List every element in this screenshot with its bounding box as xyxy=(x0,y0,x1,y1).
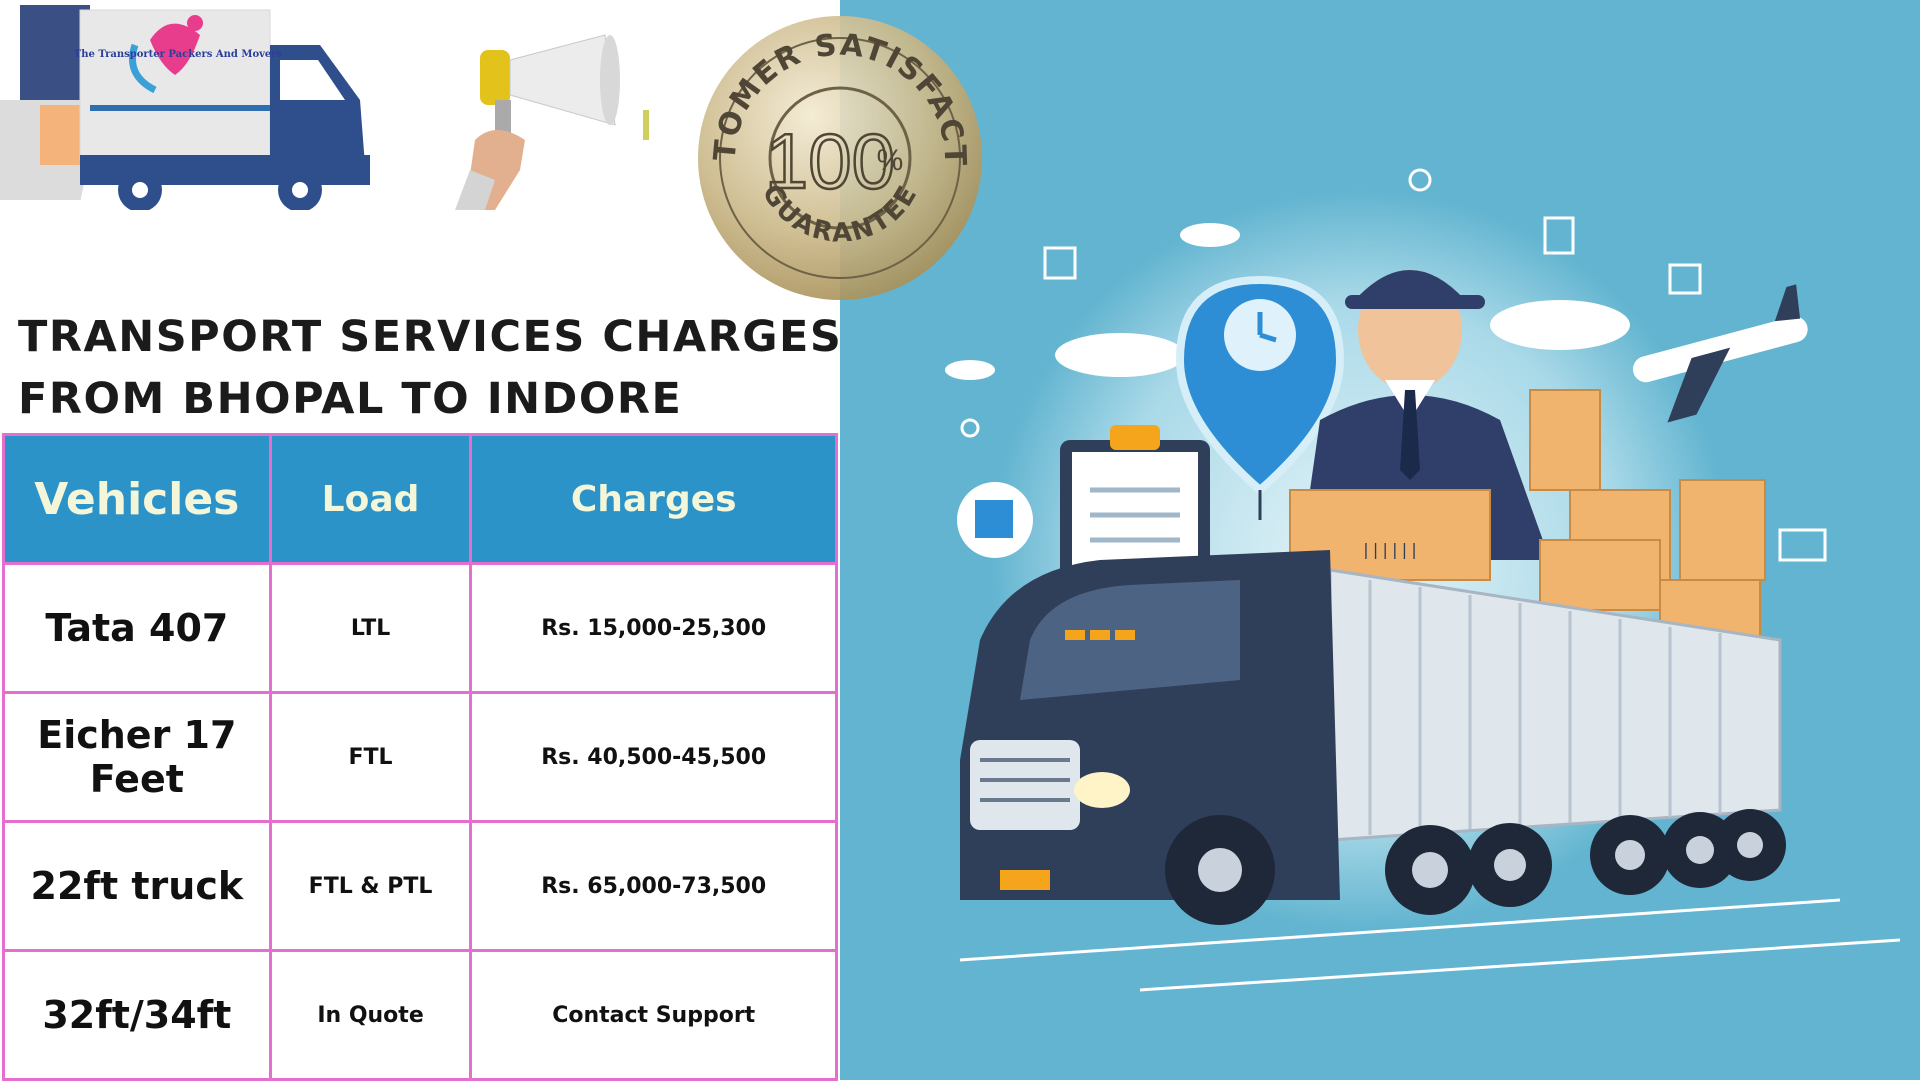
rates-table: Vehicles Load Charges Tata 407 LTL Rs. 1… xyxy=(2,433,838,1081)
table-row: Tata 407 LTL Rs. 15,000-25,300 xyxy=(2,562,838,694)
load-cell: In Quote xyxy=(268,949,473,1081)
load-cell: FTL & PTL xyxy=(268,820,473,952)
charges-cell: Contact Support xyxy=(469,949,838,1081)
box-label: |||||| xyxy=(1361,540,1419,559)
truck-wheels xyxy=(1165,809,1786,925)
table-row: Eicher 17 Feet FTL Rs. 40,500-45,500 xyxy=(2,691,838,823)
header-charges: Charges xyxy=(469,433,838,565)
title-line-2: From Bhopal to Indore xyxy=(18,374,683,424)
illustration-panel: |||||| xyxy=(840,0,1920,1080)
vehicle-cell: 22ft truck xyxy=(2,820,272,952)
moving-truck-logo: The Transporter Packers And Movers xyxy=(0,5,370,210)
charges-cell: Rs. 65,000-73,500 xyxy=(469,820,838,952)
airplane-icon xyxy=(1632,284,1808,423)
decor-icons xyxy=(960,168,1827,562)
satisfaction-seal: CUSTOMER SATISFACTION GUARANTEE 100 % xyxy=(690,10,982,300)
megaphone-icon xyxy=(455,34,649,210)
table-header-row: Vehicles Load Charges xyxy=(2,433,838,565)
table-row: 22ft truck FTL & PTL Rs. 65,000-73,500 xyxy=(2,820,838,952)
header-vehicles: Vehicles xyxy=(2,433,272,565)
table-row: 32ft/34ft In Quote Contact Support xyxy=(2,949,838,1081)
road-lines xyxy=(959,898,1901,992)
clouds xyxy=(945,223,1630,380)
charges-cell: Rs. 15,000-25,300 xyxy=(469,562,838,694)
vehicle-cell: 32ft/34ft xyxy=(2,949,272,1081)
truck-cab xyxy=(960,550,1340,900)
load-cell: FTL xyxy=(268,691,473,823)
page-title: Transport Services Charges From Bhopal t… xyxy=(18,306,843,430)
charges-cell: Rs. 40,500-45,500 xyxy=(469,691,838,823)
load-cell: LTL xyxy=(268,562,473,694)
location-pin-icon xyxy=(1175,275,1345,520)
header-load: Load xyxy=(268,433,473,565)
vehicle-cell: Tata 407 xyxy=(2,562,272,694)
logistics-illustration: |||||| xyxy=(945,168,1901,992)
vehicle-cell: Eicher 17 Feet xyxy=(2,691,272,823)
logo-text: The Transporter Packers And Movers xyxy=(74,49,283,60)
seal-value: 100 xyxy=(765,117,895,205)
title-line-1: Transport Services Charges xyxy=(18,312,843,362)
seal-unit: % xyxy=(877,144,904,177)
